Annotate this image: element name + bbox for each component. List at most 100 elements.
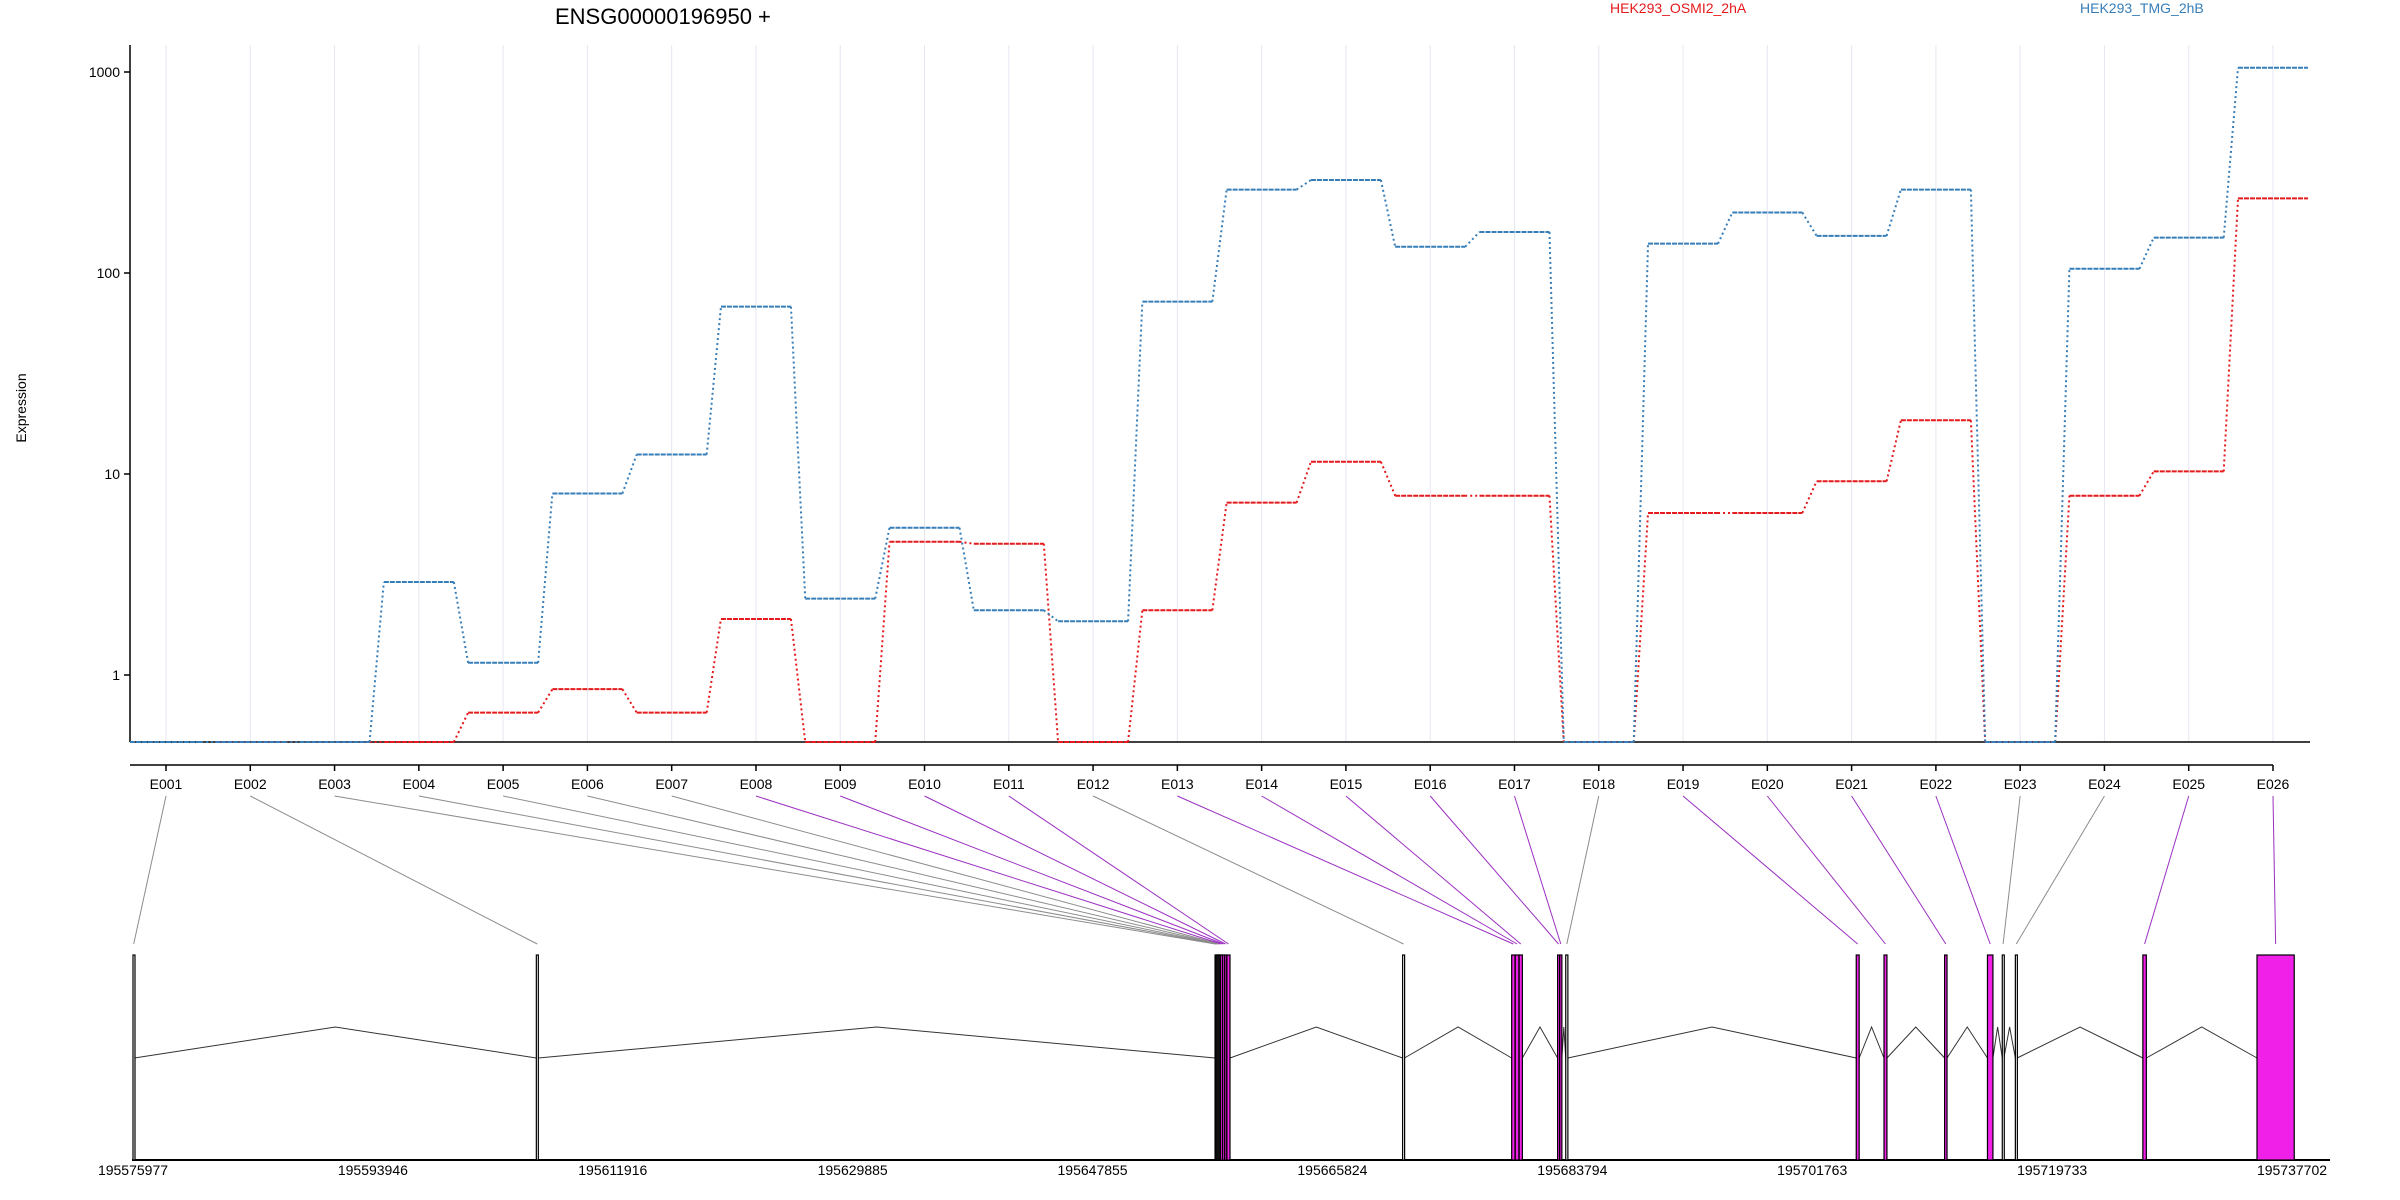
exon-connector	[1766, 795, 1886, 945]
x-tick-label: E020	[1751, 776, 1784, 792]
exon-connector	[334, 795, 1216, 945]
series-1-transition	[1632, 512, 1650, 743]
x-tick-label: E002	[234, 776, 267, 792]
exon-block	[1565, 954, 1569, 1161]
genome-coordinate-label: 195719733	[2017, 1162, 2087, 1178]
exon-block	[2001, 954, 2005, 1161]
intron	[1992, 1026, 2003, 1059]
exon-connector	[250, 795, 538, 945]
exon-block	[2142, 954, 2147, 1161]
exon-connector	[1514, 795, 1562, 945]
y-tick-label: 1000	[89, 64, 120, 80]
series-1-transition	[874, 541, 891, 743]
series-2-transition	[1127, 301, 1144, 622]
x-tick-label: E005	[487, 776, 520, 792]
series-1-transition	[1969, 420, 1987, 743]
series-1-transition	[452, 712, 470, 743]
series-2-transition	[368, 581, 385, 743]
x-tick-label: E024	[2088, 776, 2121, 792]
x-tick-label: E023	[2004, 776, 2037, 792]
series-2-transition	[537, 493, 554, 663]
exon-connector	[503, 795, 1218, 945]
exon-connector	[671, 795, 1220, 945]
intron	[1521, 1025, 1559, 1059]
genome-coordinate-label: 195611916	[578, 1162, 647, 1178]
series-1-transition	[1042, 543, 1060, 743]
exon-connector	[2144, 795, 2190, 945]
series-2-transition	[1969, 189, 1987, 743]
exon-block	[1511, 954, 1516, 1161]
genome-coordinate-label: 195575977	[98, 1162, 168, 1178]
exon-block	[1402, 954, 1406, 1161]
y-tick-label: 100	[97, 265, 121, 281]
series-1-transition	[621, 688, 638, 714]
series-2-transition	[1885, 189, 1902, 237]
series-2-transition	[1632, 243, 1650, 743]
exon-connector	[1566, 795, 1600, 945]
y-tick-label: 10	[104, 466, 120, 482]
intron	[1229, 1026, 1403, 1059]
series-2-transition	[1801, 211, 1818, 237]
exon-connector	[1008, 795, 1229, 945]
exon-connector	[755, 795, 1222, 945]
series-2-transition	[1548, 231, 1565, 743]
exon-block	[1518, 954, 1523, 1161]
series-2-transition	[1464, 231, 1481, 248]
legend-series-2: HEK293_TMG_2hB	[2080, 0, 2204, 16]
series-1-transition	[2138, 470, 2155, 497]
x-tick-label: E007	[655, 776, 688, 792]
exon-block	[1883, 954, 1888, 1161]
exon-block	[132, 954, 136, 1161]
exon-connector	[1429, 795, 1559, 945]
x-tick-label: E004	[402, 776, 435, 792]
intron	[538, 1026, 1216, 1059]
x-tick-label: E006	[571, 776, 604, 792]
genome-coordinate-label: 195665824	[1297, 1162, 1367, 1178]
genome-coordinate-label: 195737702	[2257, 1162, 2327, 1178]
x-tick-label: E019	[1667, 776, 1700, 792]
x-tick-label: E021	[1835, 776, 1868, 792]
exon-connector	[1935, 795, 1991, 945]
exon-block	[1226, 954, 1231, 1161]
x-tick-label: E025	[2172, 776, 2205, 792]
plot-area: 1 10 100 1000 E001 E002 E003 E004 E005 E006 E007 E0…	[89, 45, 2310, 792]
exon-connector	[1177, 795, 1514, 945]
series-2-transition	[705, 306, 722, 455]
x-tick-label: E016	[1414, 776, 1447, 792]
intron	[1567, 1026, 1857, 1059]
intron	[2017, 1026, 2144, 1059]
series-1-transition	[537, 688, 554, 714]
series-1-transition	[2054, 495, 2071, 743]
genome-coordinate-label: 195629885	[818, 1162, 888, 1178]
exon-connector	[418, 795, 1217, 945]
series-2-transition	[789, 306, 807, 599]
x-tick-label: E014	[1245, 776, 1278, 792]
series-1-transition	[1379, 461, 1397, 497]
series-1-transition	[1885, 420, 1902, 482]
series-1-transition	[1211, 502, 1228, 611]
x-tick-label: E012	[1077, 776, 1110, 792]
series-1-transition	[705, 618, 722, 713]
exon-connector	[133, 795, 167, 945]
x-tick-label: E001	[150, 776, 183, 792]
exon-block	[2256, 954, 2295, 1161]
intron	[1858, 1025, 1885, 1059]
series-1-transition	[2222, 198, 2239, 472]
x-tick-label: E010	[908, 776, 941, 792]
exon-block	[535, 954, 539, 1161]
x-tick-label: E008	[740, 776, 773, 792]
genome-coordinate-label: 195593946	[338, 1162, 408, 1178]
series-1-transition	[789, 618, 807, 743]
intron	[134, 1026, 537, 1059]
x-tick-label: E026	[2257, 776, 2290, 792]
series-2-transition	[1211, 189, 1228, 302]
x-tick-label: E015	[1330, 776, 1363, 792]
y-tick-label: 1	[112, 667, 120, 683]
exon-block	[1986, 954, 1994, 1161]
chart-title: ENSG00000196950 +	[555, 4, 771, 29]
exon-connector	[1092, 795, 1404, 945]
legend-series-1: HEK293_OSMI2_2hA	[1610, 0, 1747, 16]
genome-coordinate-label: 195683794	[1537, 1162, 1607, 1178]
exon-connector	[2015, 795, 2105, 945]
